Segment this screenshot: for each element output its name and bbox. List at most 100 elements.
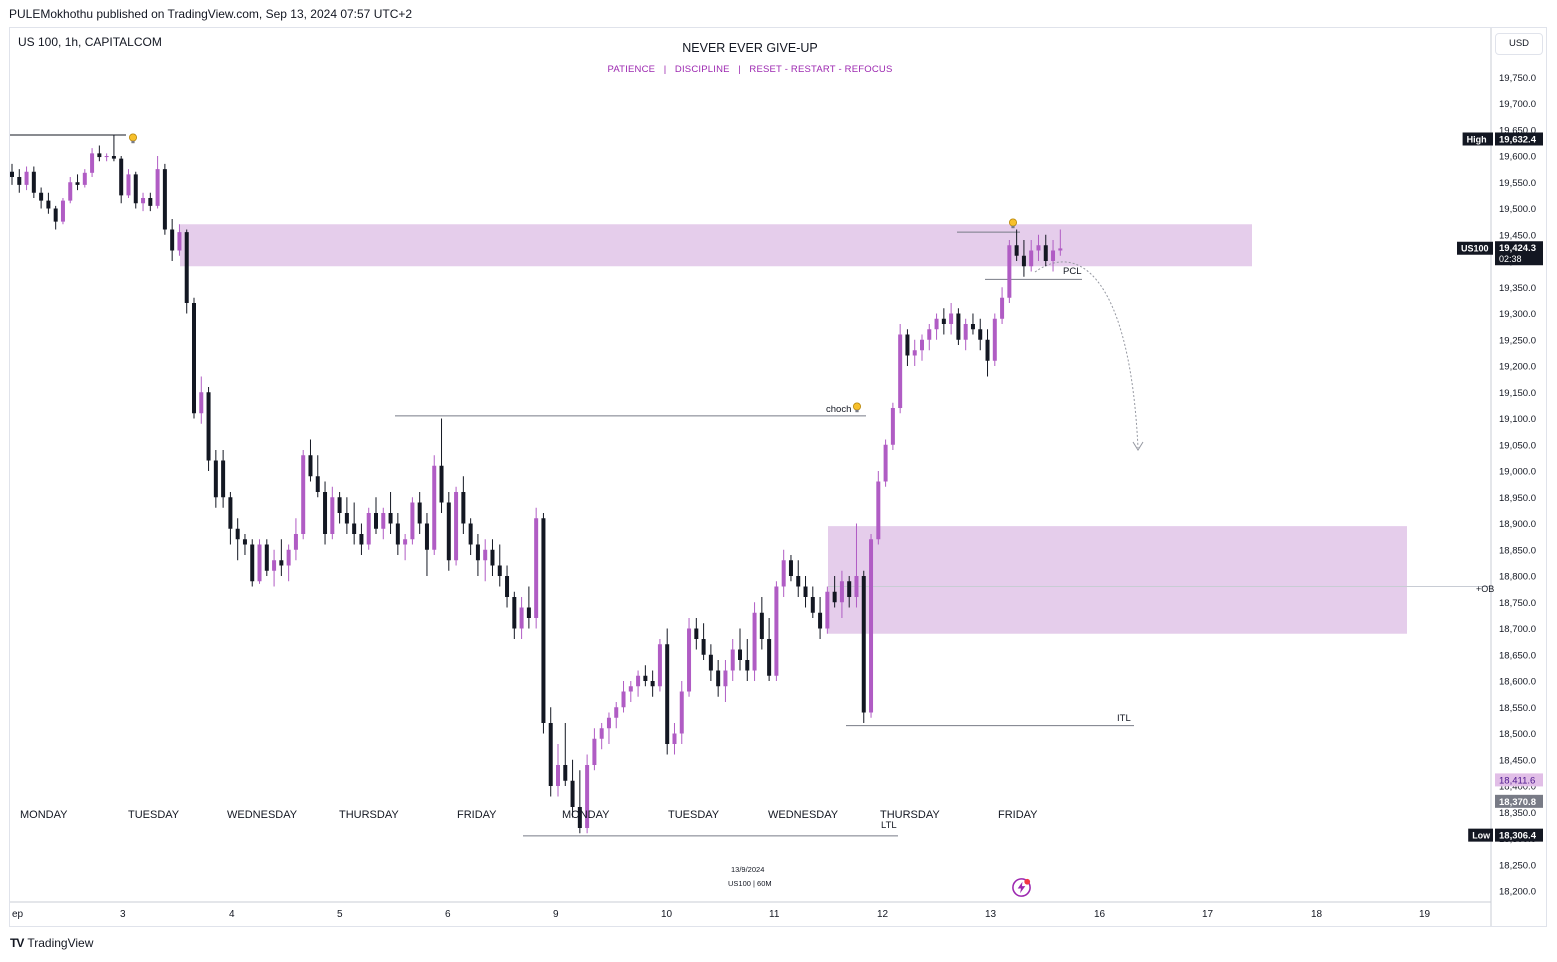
candle[interactable]	[301, 450, 306, 540]
candle[interactable]	[832, 576, 837, 608]
candle[interactable]	[359, 523, 364, 556]
candle[interactable]	[687, 618, 692, 697]
candle[interactable]	[534, 507, 539, 629]
candle[interactable]	[1007, 240, 1012, 303]
candle[interactable]	[767, 618, 772, 681]
candle[interactable]	[949, 303, 954, 335]
candle[interactable]	[192, 297, 196, 419]
candle[interactable]	[315, 455, 320, 498]
candle[interactable]	[650, 670, 655, 697]
candle[interactable]	[250, 539, 255, 587]
candle[interactable]	[1058, 229, 1063, 256]
candle[interactable]	[213, 450, 218, 508]
candle[interactable]	[475, 534, 480, 576]
candle[interactable]	[890, 402, 895, 450]
candle[interactable]	[898, 324, 903, 414]
candle[interactable]	[1051, 240, 1056, 272]
candle[interactable]	[854, 523, 859, 608]
candle[interactable]	[621, 681, 626, 713]
candle[interactable]	[111, 135, 116, 162]
candle[interactable]	[395, 513, 400, 555]
candle[interactable]	[788, 555, 793, 582]
candle[interactable]	[941, 308, 946, 335]
candle[interactable]	[672, 723, 677, 755]
tradingview-logo[interactable]: TV TradingView	[10, 936, 93, 950]
candle[interactable]	[60, 198, 65, 225]
demand-zone[interactable]	[828, 526, 1407, 634]
price-tag[interactable]: 18,411.6	[1495, 773, 1543, 787]
candle[interactable]	[483, 539, 488, 582]
candle[interactable]	[723, 660, 728, 702]
candle[interactable]	[1029, 240, 1034, 272]
candle[interactable]	[381, 507, 386, 540]
candle[interactable]	[738, 628, 742, 671]
candle[interactable]	[344, 497, 349, 534]
candle[interactable]	[847, 576, 852, 608]
candle[interactable]	[1036, 234, 1041, 261]
candle[interactable]	[563, 723, 568, 786]
candle[interactable]	[366, 507, 371, 550]
candle[interactable]	[585, 754, 590, 834]
candle[interactable]	[883, 439, 888, 487]
price-tag[interactable]: 19,632.4 High	[1462, 132, 1543, 146]
candle[interactable]	[439, 418, 444, 514]
candle[interactable]	[759, 597, 764, 650]
candle[interactable]	[417, 492, 422, 534]
candle[interactable]	[606, 712, 611, 745]
symbol-label[interactable]: US 100, 1h, CAPITALCOM	[18, 35, 162, 49]
candle[interactable]	[1000, 287, 1005, 324]
candle[interactable]	[876, 471, 881, 545]
candle[interactable]	[424, 513, 429, 576]
candle[interactable]	[978, 318, 983, 351]
price-tag[interactable]: 18,370.8	[1495, 794, 1543, 808]
candle[interactable]	[505, 565, 510, 608]
candle[interactable]	[206, 387, 211, 471]
candle[interactable]	[242, 534, 247, 555]
candle[interactable]	[10, 163, 14, 185]
candle[interactable]	[374, 497, 378, 534]
candle[interactable]	[257, 539, 262, 584]
candle[interactable]	[599, 723, 604, 750]
candle[interactable]	[665, 628, 670, 755]
candle[interactable]	[221, 450, 226, 508]
candle[interactable]	[956, 308, 961, 345]
candle[interactable]	[701, 623, 706, 660]
candle[interactable]	[577, 770, 582, 834]
candle[interactable]	[53, 205, 58, 230]
candle[interactable]	[1021, 240, 1026, 277]
candle[interactable]	[1043, 234, 1048, 267]
candle[interactable]	[985, 329, 990, 377]
candle[interactable]	[279, 539, 284, 576]
candle[interactable]	[75, 174, 80, 191]
candle[interactable]	[570, 759, 575, 818]
candle[interactable]	[17, 169, 22, 193]
candle[interactable]	[825, 586, 830, 634]
candle[interactable]	[235, 518, 240, 561]
candle[interactable]	[818, 597, 823, 639]
candle[interactable]	[90, 148, 95, 177]
candle[interactable]	[548, 707, 553, 797]
candle[interactable]	[141, 192, 146, 212]
lightbulb-icon[interactable]	[128, 133, 137, 144]
candle[interactable]	[330, 486, 335, 540]
candle[interactable]	[119, 156, 124, 204]
lightning-icon[interactable]	[1011, 877, 1032, 898]
candle[interactable]	[963, 318, 968, 351]
candle[interactable]	[927, 324, 932, 351]
candle[interactable]	[934, 313, 939, 340]
candle[interactable]	[643, 665, 648, 687]
candle[interactable]	[810, 586, 815, 619]
candle[interactable]	[286, 544, 291, 582]
candle[interactable]	[839, 570, 844, 618]
currency-button[interactable]: USD	[1495, 33, 1543, 55]
candle[interactable]	[323, 481, 328, 545]
candle[interactable]	[68, 177, 73, 204]
candle[interactable]	[657, 639, 662, 692]
candle[interactable]	[730, 639, 735, 681]
candle[interactable]	[82, 169, 87, 188]
candle[interactable]	[497, 544, 502, 587]
candle[interactable]	[694, 618, 699, 650]
candle[interactable]	[293, 518, 298, 561]
candle[interactable]	[970, 313, 975, 335]
candle[interactable]	[556, 744, 560, 797]
